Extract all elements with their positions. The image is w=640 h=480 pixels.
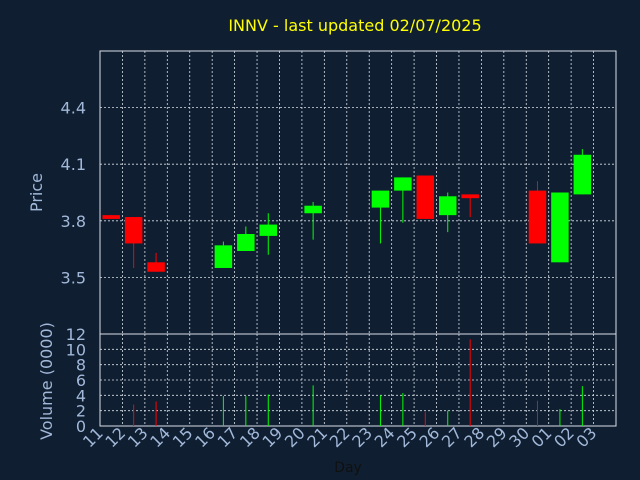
volume-tick-label: 0 [76, 417, 86, 436]
price-tick-label: 3.8 [61, 212, 86, 231]
candle-body-25 [416, 175, 435, 219]
price-axis-label: Price [27, 173, 46, 212]
volume-tick-label: 8 [76, 356, 86, 375]
candle-body-17 [237, 234, 255, 251]
price-tick-label: 4.1 [61, 155, 86, 174]
volume-tick-label: 6 [76, 371, 86, 390]
candle-body-27 [461, 194, 479, 199]
candle-body-26 [438, 196, 457, 216]
candle-body-18 [259, 224, 278, 236]
candle-body-01 [551, 192, 569, 263]
candle-body-13 [147, 262, 165, 272]
price-panel: 3.5 3.8 4.1 4.4 Price [27, 50, 617, 335]
x-axis-label: Day [334, 460, 362, 476]
chart-title: INNV - last updated 02/07/2025 [228, 16, 481, 35]
x-tick-label: 03 [573, 423, 601, 451]
candle-body-02 [573, 154, 592, 195]
volume-tick-label: 12 [66, 325, 86, 344]
price-tick-label: 4.4 [61, 99, 86, 118]
candle-body-16 [214, 245, 233, 268]
volume-tick-label: 4 [76, 386, 86, 405]
price-tick-label: 3.5 [61, 268, 86, 287]
candle-body-24 [394, 177, 412, 191]
candle-body-23 [371, 190, 390, 208]
volume-tick-label: 10 [66, 340, 86, 359]
volume-tick-label: 2 [76, 402, 86, 421]
candle-body-20 [304, 205, 322, 214]
candle-body-30 [528, 190, 547, 244]
candle-body-11 [102, 215, 120, 219]
candle-body-12 [124, 217, 143, 244]
volume-axis-label: Volume (0000) [37, 322, 56, 440]
